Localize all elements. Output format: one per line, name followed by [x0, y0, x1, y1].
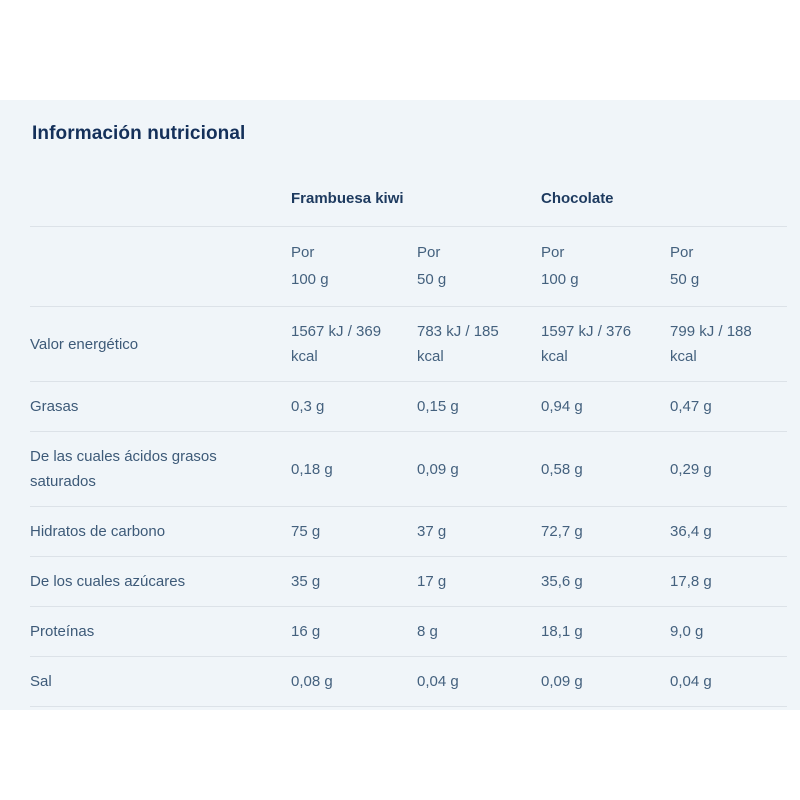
value-text: 8 g	[417, 623, 438, 640]
value-cell: 1567 kJ / 369 kcal	[291, 306, 417, 382]
value-cell: 17 g	[417, 556, 542, 607]
value-text: 799 kJ / 188 kcal	[670, 323, 752, 365]
value-text: 72,7 g	[541, 523, 583, 540]
value-text: 0,09 g	[541, 673, 583, 690]
value-text: 0,15 g	[417, 398, 459, 415]
serving-amount-label: 100 g	[291, 271, 329, 288]
nutrition-info-panel: Información nutricional Frambuesa kiwi C…	[0, 100, 800, 710]
value-text: 0,04 g	[670, 673, 712, 690]
table-row-sal: Sal 0,08 g 0,04 g 0,09 g 0,04 g	[30, 656, 787, 707]
value-text: 0,09 g	[417, 460, 459, 478]
value-cell: 0,04 g	[670, 656, 787, 707]
serving-header-chocolate-100g: Por 100 g	[541, 226, 671, 307]
table-row-acidos-grasos-saturados: De las cuales ácidos grasos saturados 0,…	[30, 431, 787, 507]
value-text: 783 kJ / 185 kcal	[417, 323, 499, 365]
value-cell: 0,94 g	[541, 381, 671, 432]
value-cell: 72,7 g	[541, 506, 671, 557]
product-header-chocolate: Chocolate	[541, 166, 787, 227]
table-row-proteinas: Proteínas 16 g 8 g 18,1 g 9,0 g	[30, 606, 787, 657]
value-text: 1567 kJ / 369 kcal	[291, 323, 382, 365]
value-cell: 37 g	[417, 506, 542, 557]
row-label: Proteínas	[30, 606, 291, 657]
row-label: De las cuales ácidos grasos saturados	[30, 431, 291, 507]
value-cell: 0,58 g	[541, 431, 671, 507]
serving-per-label: Por	[541, 244, 565, 261]
value-cell: 783 kJ / 185 kcal	[417, 306, 542, 382]
value-text: 36,4 g	[670, 523, 712, 540]
value-text: 0,08 g	[291, 673, 333, 690]
value-text: 16 g	[291, 623, 321, 640]
table-row-grasas: Grasas 0,3 g 0,15 g 0,94 g 0,47 g	[30, 381, 787, 432]
value-cell: 799 kJ / 188 kcal	[670, 306, 787, 382]
table-row-valor-energetico: Valor energético 1567 kJ / 369 kcal 783 …	[30, 306, 787, 382]
serving-amount-label: 50 g	[670, 271, 700, 288]
row-label: Grasas	[30, 381, 291, 432]
value-cell: 8 g	[417, 606, 542, 657]
value-cell: 36,4 g	[670, 506, 787, 557]
value-text: 17 g	[417, 573, 447, 590]
value-cell: 0,18 g	[291, 431, 417, 507]
row-label: Valor energético	[30, 306, 291, 382]
value-cell: 0,09 g	[417, 431, 542, 507]
table-row-azucares: De los cuales azúcares 35 g 17 g 35,6 g …	[30, 556, 787, 607]
serving-per-label: Por	[291, 244, 315, 261]
value-cell: 35 g	[291, 556, 417, 607]
value-cell: 0,09 g	[541, 656, 671, 707]
value-cell: 0,47 g	[670, 381, 787, 432]
value-cell: 0,04 g	[417, 656, 542, 707]
value-text: 18,1 g	[541, 623, 583, 640]
value-text: 0,3 g	[291, 398, 325, 415]
table-row-hidratos-de-carbono: Hidratos de carbono 75 g 37 g 72,7 g 36,…	[30, 506, 787, 557]
serving-header-frambuesa-100g: Por 100 g	[291, 226, 417, 307]
value-cell: 0,08 g	[291, 656, 417, 707]
value-text: 0,94 g	[541, 398, 583, 415]
serving-amount-label: 100 g	[541, 271, 579, 288]
value-cell: 9,0 g	[670, 606, 787, 657]
row-label: De los cuales azúcares	[30, 556, 291, 607]
value-text: 37 g	[417, 523, 447, 540]
value-text: 9,0 g	[670, 623, 704, 640]
serving-per-label: Por	[670, 244, 694, 261]
value-cell: 0,15 g	[417, 381, 542, 432]
value-cell: 16 g	[291, 606, 417, 657]
value-text: 0,29 g	[670, 460, 712, 478]
value-cell: 17,8 g	[670, 556, 787, 607]
value-text: 1597 kJ / 376 kcal	[541, 323, 632, 365]
value-text: 0,47 g	[670, 398, 712, 415]
serving-header-chocolate-50g: Por 50 g	[670, 226, 787, 307]
value-cell: 75 g	[291, 506, 417, 557]
serving-size-header-row: Por 100 g Por 50 g Por 100 g Por 50 g	[30, 226, 787, 307]
empty-corner-cell	[30, 166, 291, 227]
value-cell: 0,29 g	[670, 431, 787, 507]
nutrition-table: Frambuesa kiwi Chocolate Por 100 g Por 5…	[30, 166, 787, 707]
value-cell: 18,1 g	[541, 606, 671, 657]
value-cell: 1597 kJ / 376 kcal	[541, 306, 671, 382]
value-text: 35,6 g	[541, 573, 583, 590]
value-text: 75 g	[291, 523, 321, 540]
section-title: Información nutricional	[32, 123, 246, 144]
value-text: 0,04 g	[417, 673, 459, 690]
product-header-row: Frambuesa kiwi Chocolate	[30, 166, 787, 227]
value-cell: 0,3 g	[291, 381, 417, 432]
serving-amount-label: 50 g	[417, 271, 447, 288]
value-text: 0,18 g	[291, 460, 333, 478]
value-cell: 35,6 g	[541, 556, 671, 607]
row-label: Hidratos de carbono	[30, 506, 291, 557]
top-spacer	[0, 0, 800, 100]
value-text: 17,8 g	[670, 573, 712, 590]
serving-per-label: Por	[417, 244, 441, 261]
serving-header-frambuesa-50g: Por 50 g	[417, 226, 542, 307]
product-header-frambuesa-kiwi: Frambuesa kiwi	[291, 166, 542, 227]
value-text: 0,58 g	[541, 460, 583, 478]
row-label: Sal	[30, 656, 291, 707]
empty-corner-cell	[30, 226, 291, 307]
value-text: 35 g	[291, 573, 321, 590]
